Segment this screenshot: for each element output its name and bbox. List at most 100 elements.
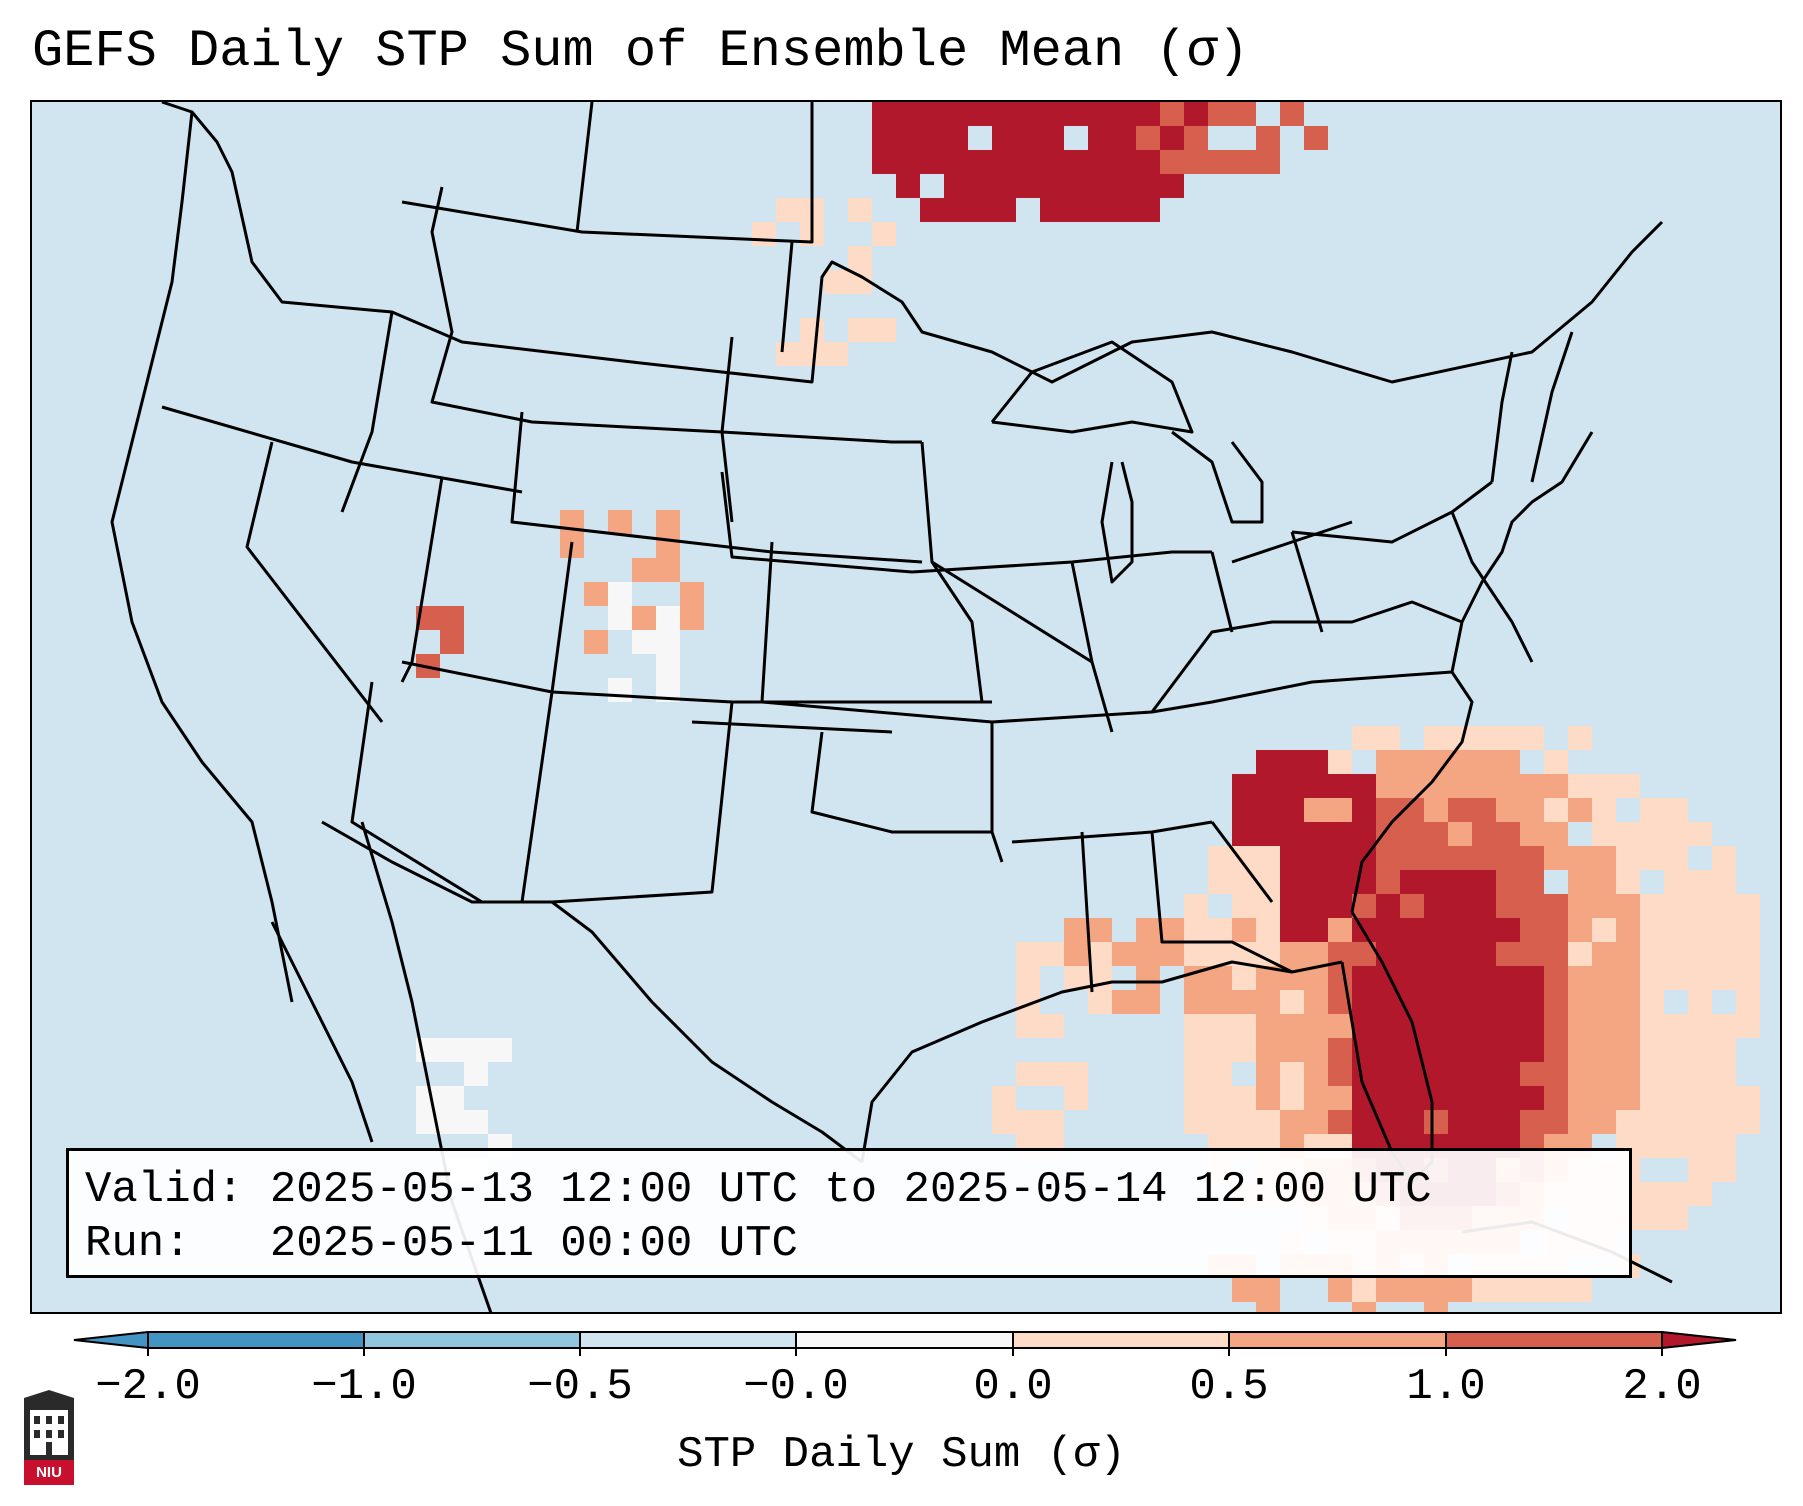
baja bbox=[270, 921, 374, 1143]
stp-cell bbox=[1568, 726, 1592, 750]
stp-cell bbox=[1280, 1086, 1304, 1110]
stp-cell bbox=[1376, 1038, 1400, 1062]
stp-cell bbox=[1280, 870, 1304, 894]
stp-cell bbox=[1328, 1110, 1352, 1134]
plot-title: GEFS Daily STP Sum of Ensemble Mean (σ) bbox=[32, 22, 1249, 81]
stp-cell bbox=[1112, 198, 1136, 222]
stp-cell bbox=[1040, 1062, 1064, 1086]
stp-cell bbox=[1160, 150, 1184, 174]
stp-cell bbox=[1352, 1302, 1376, 1312]
stp-cell bbox=[1304, 1014, 1328, 1038]
stp-cell bbox=[1640, 846, 1664, 870]
stp-cell bbox=[1160, 942, 1184, 966]
stp-cell bbox=[1040, 198, 1064, 222]
stp-cell bbox=[968, 150, 992, 174]
stp-cell bbox=[1400, 966, 1424, 990]
stp-cell bbox=[1448, 1014, 1472, 1038]
stp-cell bbox=[848, 246, 872, 270]
stp-cell bbox=[1496, 1278, 1520, 1302]
stp-cell bbox=[584, 630, 608, 654]
stp-cell bbox=[1352, 966, 1376, 990]
us-canada-border bbox=[161, 102, 1664, 384]
stp-cell bbox=[1544, 1062, 1568, 1086]
stp-cell bbox=[1376, 846, 1400, 870]
colorbar-tick-label: 2.0 bbox=[1622, 1362, 1702, 1412]
stp-cell bbox=[1472, 822, 1496, 846]
stp-cell bbox=[1016, 1110, 1040, 1134]
run-label: Run: bbox=[85, 1219, 191, 1269]
stp-cell bbox=[1496, 726, 1520, 750]
stp-cell bbox=[1328, 1014, 1352, 1038]
stp-cell bbox=[1520, 1278, 1544, 1302]
stp-cell bbox=[1568, 798, 1592, 822]
stp-cell bbox=[1232, 966, 1256, 990]
stp-cell bbox=[1232, 1014, 1256, 1038]
stp-cell bbox=[464, 1110, 488, 1134]
stp-cell bbox=[896, 174, 920, 198]
stp-cell bbox=[1520, 774, 1544, 798]
stp-cell bbox=[1568, 1038, 1592, 1062]
stp-cell bbox=[1448, 822, 1472, 846]
stp-cell bbox=[1184, 894, 1208, 918]
stp-cell bbox=[1496, 918, 1520, 942]
stp-cell bbox=[1040, 1014, 1064, 1038]
stp-cell bbox=[1592, 1038, 1616, 1062]
stp-cell bbox=[1472, 990, 1496, 1014]
stp-cell bbox=[1088, 174, 1112, 198]
colorbar bbox=[73, 1331, 1737, 1356]
gulf-coast bbox=[860, 960, 1343, 1163]
stp-cell bbox=[1088, 1302, 1112, 1312]
stp-cell bbox=[1256, 1014, 1280, 1038]
map-svg bbox=[110, 102, 1760, 1312]
stp-cell bbox=[1568, 942, 1592, 966]
stp-cell bbox=[1496, 750, 1520, 774]
stp-cell bbox=[1544, 966, 1568, 990]
stp-cell bbox=[1616, 894, 1640, 918]
stp-cell bbox=[608, 582, 632, 606]
state-boundaries bbox=[110, 102, 1673, 1312]
stp-cell bbox=[1664, 1110, 1688, 1134]
stp-cell bbox=[1064, 198, 1088, 222]
stp-cell bbox=[1496, 1038, 1520, 1062]
stp-cell bbox=[1712, 1062, 1736, 1086]
stp-cell bbox=[440, 630, 464, 654]
stp-cell bbox=[656, 630, 680, 654]
stp-cell bbox=[1496, 894, 1520, 918]
stp-cell bbox=[776, 342, 800, 366]
stp-cell bbox=[1544, 942, 1568, 966]
stp-cell bbox=[1352, 990, 1376, 1014]
stp-cell bbox=[800, 318, 824, 342]
stp-cell bbox=[992, 102, 1016, 126]
stp-cell bbox=[1592, 774, 1616, 798]
stp-cell bbox=[824, 342, 848, 366]
stp-cell bbox=[1448, 918, 1472, 942]
stp-cell bbox=[1424, 966, 1448, 990]
stp-cell bbox=[1712, 966, 1736, 990]
stp-cell bbox=[1208, 870, 1232, 894]
stp-cell bbox=[1280, 918, 1304, 942]
stp-cell bbox=[1448, 1038, 1472, 1062]
stp-cell bbox=[1496, 1086, 1520, 1110]
stp-cell bbox=[1520, 918, 1544, 942]
stp-cell bbox=[1232, 774, 1256, 798]
stp-cell bbox=[1448, 1086, 1472, 1110]
stp-cell bbox=[1424, 1278, 1448, 1302]
stp-cell bbox=[1616, 1062, 1640, 1086]
stp-cell bbox=[1256, 1038, 1280, 1062]
stp-cell bbox=[1688, 1110, 1712, 1134]
stp-cell bbox=[1232, 1110, 1256, 1134]
stp-cell bbox=[1424, 846, 1448, 870]
stp-cell bbox=[1304, 1086, 1328, 1110]
stp-cell bbox=[1088, 990, 1112, 1014]
stp-cell bbox=[1016, 942, 1040, 966]
stp-cell bbox=[656, 558, 680, 582]
stp-cell bbox=[1424, 1014, 1448, 1038]
stp-cell bbox=[1592, 990, 1616, 1014]
stp-cell bbox=[1136, 126, 1160, 150]
stp-cell bbox=[1544, 750, 1568, 774]
stp-cell bbox=[1016, 150, 1040, 174]
colorbar-segment bbox=[364, 1332, 580, 1348]
stp-cell bbox=[1472, 942, 1496, 966]
stp-cell bbox=[1640, 822, 1664, 846]
stp-cell bbox=[1256, 774, 1280, 798]
